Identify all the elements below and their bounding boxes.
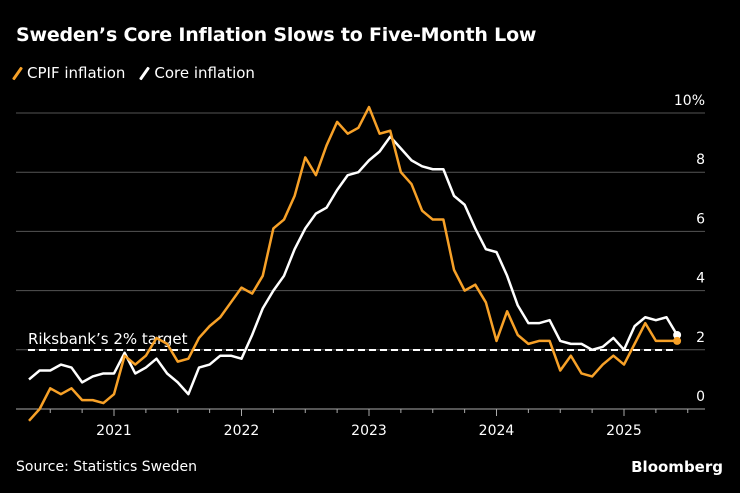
legend-item-core: Core inflation — [139, 64, 255, 82]
x-tick-label: 2021 — [96, 423, 132, 439]
bloomberg-logo: Bloomberg — [631, 458, 723, 476]
x-tick-label: 2023 — [351, 423, 387, 439]
series-end-dot — [673, 336, 682, 345]
y-tick-label: 0 — [696, 389, 705, 405]
legend: CPIF inflation Core inflation — [11, 64, 255, 82]
x-tick-label: 2024 — [479, 423, 515, 439]
legend-label-cpif: CPIF inflation — [27, 64, 126, 82]
target-label: Riksbank’s 2% target — [28, 330, 188, 348]
chart-title: Sweden’s Core Inflation Slows to Five-Mo… — [16, 24, 537, 46]
x-tick-label: 2025 — [606, 423, 642, 439]
y-tick-label: 8 — [696, 152, 705, 168]
series-end-dot — [673, 331, 682, 339]
source-note: Source: Statistics Sweden — [16, 459, 198, 475]
legend-label-core: Core inflation — [154, 64, 255, 82]
y-tick-label: 2 — [696, 330, 705, 346]
y-tick-label: 6 — [696, 211, 705, 227]
series-line-cpif-inflation — [28, 105, 678, 422]
x-tick-label: 2022 — [224, 423, 260, 439]
series-line-core-inflation — [28, 135, 679, 396]
legend-item-cpif: CPIF inflation — [11, 64, 126, 82]
y-tick-label: 4 — [696, 271, 705, 287]
y-tick-label: 10% — [674, 93, 705, 109]
